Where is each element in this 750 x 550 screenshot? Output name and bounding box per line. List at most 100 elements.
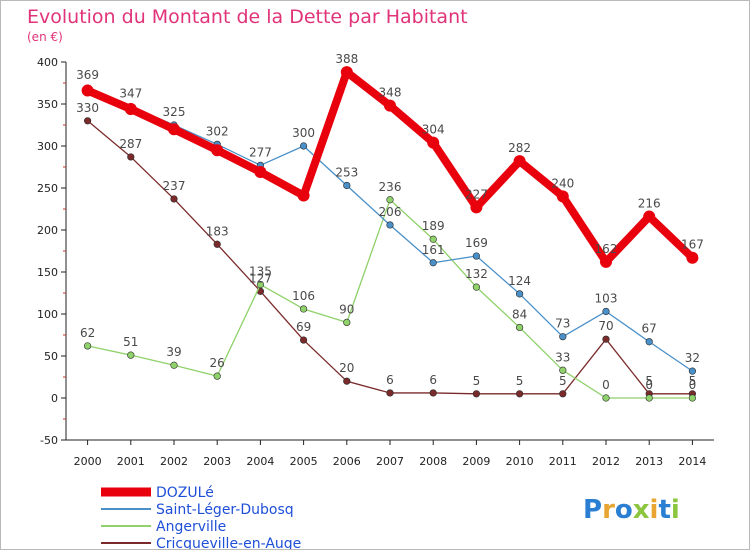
point-main [211,144,224,157]
x-tick-label: 2009 [462,455,490,468]
data-label: 132 [465,267,488,281]
point-main [384,99,396,112]
data-label: 369 [76,68,99,82]
data-label: 69 [296,320,311,334]
data-label: 51 [123,335,138,349]
point [386,196,394,204]
point [645,394,653,402]
logo-letter: x [633,495,650,525]
data-label: 20 [339,361,354,375]
point [602,394,610,402]
y-tick-label: 200 [37,224,58,237]
data-label: 67 [642,322,657,336]
point [472,252,481,260]
data-label: 135 [249,265,272,279]
data-label: 302 [206,124,229,138]
x-tick-label: 2003 [203,455,231,468]
point [83,117,92,125]
logo-letter: i [671,495,680,525]
point [688,394,697,402]
y-tick-label: -50 [40,434,58,447]
logo-letter: P [583,495,602,525]
y-tick-label: 250 [37,182,58,195]
point-main [643,210,656,223]
data-label: 282 [508,141,531,155]
point [559,333,567,341]
data-label: 106 [292,289,315,303]
data-label: 5 [516,374,524,388]
point [300,142,308,150]
data-label: 183 [206,224,229,238]
point [213,240,221,248]
x-tick-label: 2002 [160,455,188,468]
data-label: 169 [465,236,488,250]
data-label: 5 [645,374,653,388]
point [515,390,524,398]
data-label: 5 [473,374,481,388]
point [602,335,610,343]
y-tick-label: 100 [37,308,58,321]
x-tick-label: 2000 [74,455,102,468]
data-label: 304 [422,123,445,137]
data-label: 300 [292,126,315,140]
data-label: 103 [595,291,618,305]
point-main [427,136,440,149]
data-label: 388 [335,52,358,66]
point [688,367,697,375]
point-main [254,166,267,179]
x-tick-label: 2006 [333,455,361,468]
data-label: 62 [80,326,95,340]
data-label: 124 [508,274,531,288]
x-tick-label: 2001 [117,455,145,468]
data-label: 167 [681,238,704,252]
legend-label: Cricqueville-en-Auge [156,536,301,549]
data-label: 26 [210,356,225,370]
data-label: 39 [166,345,181,359]
data-label: 253 [335,165,358,179]
point [343,181,351,190]
y-tick-label: 350 [37,98,58,111]
point [472,390,481,398]
data-label: 206 [379,205,402,219]
logo-letter: r [602,495,615,525]
data-label: 32 [685,351,700,365]
point-main [686,251,699,264]
data-label: 84 [512,307,527,321]
data-label: 161 [422,243,445,257]
point-main [600,255,612,268]
point [256,281,265,289]
point [213,372,221,380]
logo-letter: o [615,495,633,525]
logo-letter: i [650,495,659,525]
point [472,283,481,291]
data-label: 0 [602,378,610,392]
data-label: 189 [422,219,445,233]
point [559,366,567,374]
y-tick-label: 400 [37,56,58,69]
data-label: 127 [249,271,272,285]
y-tick-label: 300 [37,140,58,153]
point-main [340,66,353,79]
data-label: 287 [119,137,142,151]
y-tick-label: 0 [51,392,58,405]
point-main [470,201,483,214]
point [343,318,351,327]
data-label: 162 [595,242,618,256]
series-layer [81,66,699,402]
x-tick-label: 2007 [376,455,404,468]
legend-label: Angerville [156,519,226,535]
point [170,195,178,203]
data-label: 227 [465,187,488,201]
data-label: 6 [429,373,437,387]
point [559,390,567,398]
data-label: 330 [76,101,99,115]
point [170,361,178,369]
x-tick-label: 2011 [549,455,577,468]
y-tick-label: 150 [37,266,58,279]
point [429,259,437,267]
point [515,290,524,298]
y-tick-label: 50 [44,350,58,363]
data-label: 0 [689,378,697,392]
